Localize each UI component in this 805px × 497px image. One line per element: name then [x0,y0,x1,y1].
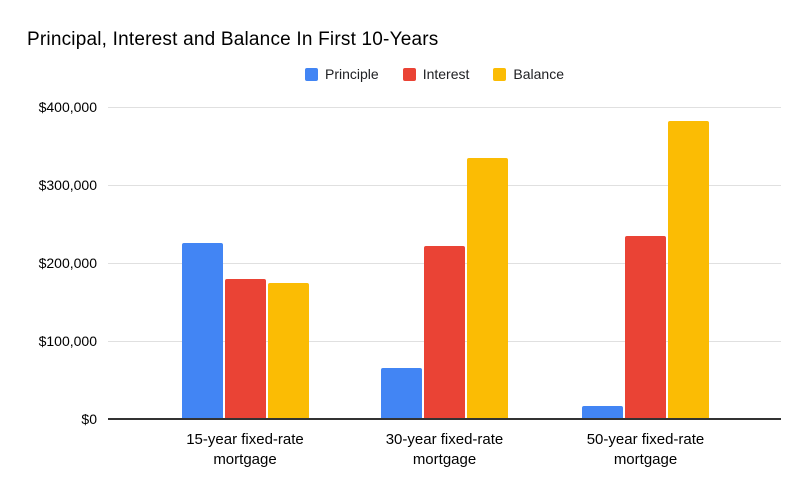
legend-swatch-icon [493,67,507,81]
legend-item-interest: Interest [402,66,470,82]
bar-interest-1 [424,246,465,419]
x-axis-category-label: 15-year fixed-rate mortgage [186,431,304,468]
bar-balance-2 [668,121,709,419]
bar-balance-1 [467,158,508,419]
bar-balance-0 [267,283,309,419]
legend-label: Interest [422,66,470,82]
legend-item-balance: Balance [493,66,564,82]
bar-interest-0 [224,279,266,419]
y-axis-tick-label: $200,000 [38,255,97,271]
y-axis-tick-label: $100,000 [38,333,97,349]
bar-principle-2 [582,406,623,419]
legend-swatch-icon [402,67,416,81]
bar-principle-0 [181,243,223,419]
bar-principle-1 [381,368,422,419]
y-axis-tick-label: $0 [81,411,97,427]
gridline [108,107,781,108]
gridline [108,185,781,186]
x-axis-category-label: 50-year fixed-rate mortgage [586,431,705,468]
legend: Principle Interest Balance [98,66,771,82]
legend-label: Principle [325,66,379,82]
x-axis-category-label: 30-year fixed-rate mortgage [385,431,504,468]
chart-title: Principal, Interest and Balance In First… [27,29,439,50]
legend-label: Balance [513,66,564,82]
legend-swatch-icon [305,67,318,81]
y-axis-tick-label: $300,000 [38,177,97,193]
bar-interest-2 [625,236,666,419]
x-axis-line [108,418,781,420]
y-axis-tick-label: $400,000 [38,99,97,115]
legend-item-principle: Principle [305,66,379,82]
